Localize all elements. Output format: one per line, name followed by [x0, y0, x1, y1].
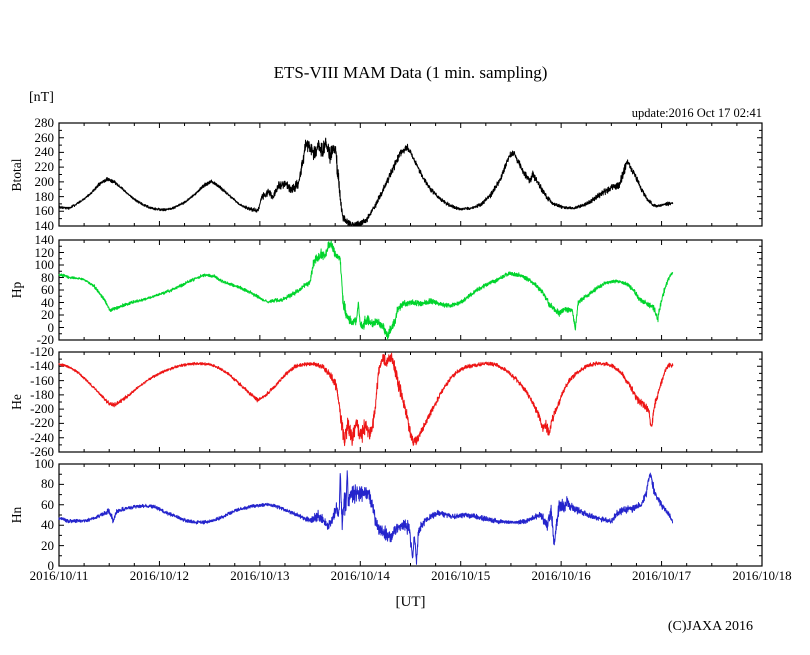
- y-tick-label: -120: [30, 344, 54, 359]
- y-tick-label: 40: [41, 517, 54, 533]
- series-he: [58, 352, 674, 447]
- y-tick-label: 80: [41, 269, 54, 285]
- series-hn: [58, 470, 674, 565]
- y-tick-label: 100: [34, 257, 55, 272]
- x-tick-label: 2016/10/18: [732, 568, 792, 583]
- panel-he: [58, 351, 763, 453]
- y-tick-label: -180: [30, 386, 54, 402]
- y-tick-label: 80: [41, 476, 54, 492]
- y-tick-label: -260: [30, 444, 54, 459]
- y-tick-label: 40: [41, 294, 54, 310]
- series-btotal: [58, 137, 674, 227]
- y-tick-label: 100: [34, 456, 55, 471]
- y-axis-label-btotal: Btotal: [9, 158, 24, 191]
- y-axis-label-he: He: [9, 394, 24, 410]
- x-tick-label: 2016/10/12: [129, 568, 190, 583]
- y-tick-label: 120: [34, 244, 55, 260]
- x-tick-label: 2016/10/11: [29, 568, 89, 583]
- panel-hp: [58, 239, 763, 341]
- y-tick-label: 140: [34, 218, 55, 233]
- panel-btotal: [58, 122, 763, 227]
- y-tick-label: 60: [41, 282, 54, 297]
- x-tick-label: 2016/10/13: [230, 568, 290, 583]
- y-tick-label: -240: [30, 429, 54, 445]
- y-tick-label: 60: [41, 496, 54, 512]
- x-axis-unit-label: [UT]: [395, 594, 426, 610]
- y-tick-label: 240: [34, 144, 55, 160]
- y-tick-label: 140: [34, 232, 55, 247]
- y-axis-label-hp: Hp: [9, 281, 24, 299]
- y-tick-label: 20: [41, 307, 54, 322]
- y-tick-label: 0: [47, 558, 55, 573]
- y-tick-label: 200: [34, 173, 55, 189]
- copyright-label: (C)JAXA 2016: [667, 619, 753, 634]
- y-tick-label: -20: [36, 332, 54, 347]
- page-title: ETS-VIII MAM Data (1 min. sampling): [273, 63, 548, 82]
- y-tick-label: 180: [34, 188, 55, 204]
- y-tick-label: 20: [41, 537, 54, 553]
- update-timestamp: update:2016 Oct 17 02:41: [631, 106, 762, 120]
- y-tick-label: -160: [30, 372, 54, 388]
- panel-hn: [58, 463, 763, 567]
- x-tick-label: 2016/10/15: [431, 568, 491, 583]
- y-tick-label: -200: [30, 401, 54, 417]
- y-tick-label: -140: [30, 358, 54, 374]
- y-tick-label: 160: [34, 203, 55, 219]
- y-axis-unit-label: [nT]: [29, 90, 54, 105]
- x-tick-label: 2016/10/16: [531, 568, 591, 583]
- y-tick-label: 260: [34, 129, 55, 145]
- y-tick-label: 220: [34, 159, 55, 175]
- series-hp: [58, 240, 674, 341]
- x-tick-label: 2016/10/17: [631, 568, 692, 583]
- y-tick-label: 0: [47, 319, 55, 335]
- y-tick-label: 280: [34, 115, 55, 130]
- y-axis-label-hn: Hn: [9, 506, 24, 524]
- x-tick-label: 2016/10/14: [330, 568, 390, 583]
- y-tick-label: -220: [30, 415, 54, 431]
